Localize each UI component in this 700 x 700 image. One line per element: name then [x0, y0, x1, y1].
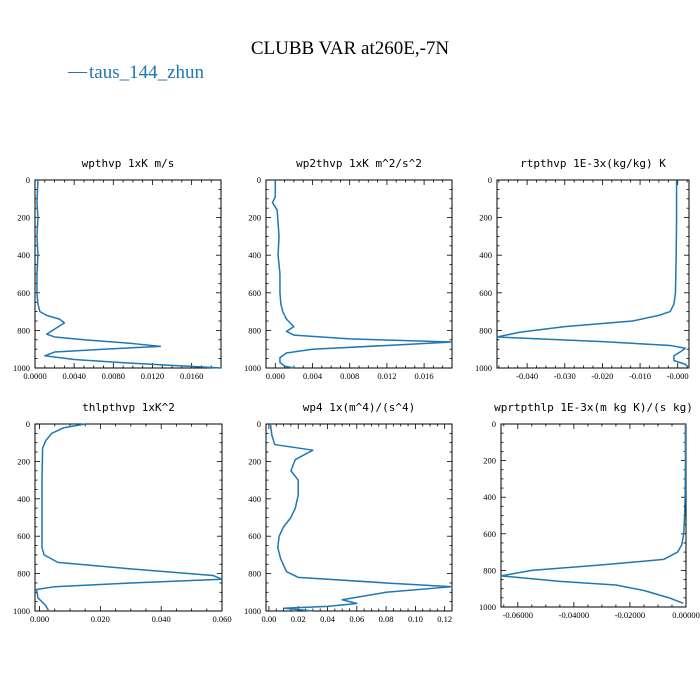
x-tick-label: 0.004 [303, 371, 323, 381]
y-tick-label: 200 [17, 213, 30, 223]
x-tick-label: -0.020 [591, 371, 613, 381]
y-tick-label: 1000 [479, 602, 496, 612]
panel-6: wprtpthlp 1E-3x(m kg K)/(s kg) -0.06000 -0… [479, 401, 700, 620]
panel-title: thlpthvp 1xK^2 [82, 401, 175, 414]
y-tick-label: 800 [483, 565, 496, 575]
y-tick-label: 200 [483, 456, 496, 466]
panel-1: wpthvp 1xK m/s 0.0000 0.0040 0.0080 0.0120 0.… [13, 157, 222, 381]
panel-grid: wpthvp 1xK m/s0.0000 0.0040 0.0080 0.0120 0.… [13, 157, 700, 624]
y-tick-label: 200 [248, 456, 261, 466]
y-tick-label: 800 [17, 325, 30, 335]
y-tick-label: 400 [17, 250, 30, 260]
figure-title: CLUBB VAR at260E,-7N [251, 38, 450, 59]
y-tick-label: 1000 [13, 606, 30, 616]
panel-3: rtpthvp 1E-3x(kg/kg) K -0.040 -0.030 -0.020… [475, 157, 690, 381]
x-tick-label: 0.02 [291, 614, 306, 624]
x-tick-label: 0.000 [266, 371, 285, 381]
legend: — taus_144_zhun [67, 61, 205, 83]
y-tick-label: 400 [248, 250, 261, 260]
plot-frame [265, 423, 453, 612]
legend-entry-label: taus_144_zhun [89, 62, 205, 83]
x-tick-label: 0.00000 [672, 610, 700, 620]
plot-frame [34, 179, 222, 369]
y-tick-label: 400 [248, 494, 261, 504]
y-tick-label: 1000 [244, 363, 261, 373]
y-tick-label: 400 [479, 250, 492, 260]
y-tick-label: 400 [483, 492, 496, 502]
x-tick-label: 0.012 [377, 371, 396, 381]
y-tick-label: 600 [248, 531, 261, 541]
x-tick-label: 0.00 [261, 614, 276, 624]
x-tick-label: 0.008 [340, 371, 359, 381]
y-tick-label: 0 [488, 175, 492, 185]
x-tick-label: 0.040 [152, 614, 171, 624]
x-tick-label: 0.020 [91, 614, 110, 624]
series-line [500, 424, 687, 605]
x-tick-label: -0.010 [629, 371, 651, 381]
x-tick-label: -0.06000 [503, 610, 533, 620]
x-tick-label: 0.016 [415, 371, 434, 381]
y-tick-label: 0 [257, 175, 261, 185]
x-tick-label: 0.0160 [180, 371, 203, 381]
x-tick-label: 0.06 [349, 614, 364, 624]
panel-title: wp2thvp 1xK m^2/s^2 [296, 157, 422, 170]
series-line [36, 179, 222, 369]
x-tick-label: 0.04 [320, 614, 336, 624]
x-tick-label: 0.0080 [102, 371, 125, 381]
x-tick-label: -0.02000 [615, 610, 645, 620]
y-tick-label: 0 [257, 419, 261, 429]
series-line [35, 423, 223, 612]
y-tick-label: 600 [483, 529, 496, 539]
y-tick-label: 1000 [475, 363, 492, 373]
plot-frame [500, 423, 687, 608]
x-tick-label: -0.030 [554, 371, 576, 381]
y-tick-label: 600 [17, 531, 30, 541]
x-tick-label: 0.0000 [23, 371, 46, 381]
y-tick-label: 200 [17, 456, 30, 466]
y-tick-label: 800 [248, 325, 261, 335]
y-tick-label: 200 [248, 213, 261, 223]
x-tick-label: 0.060 [212, 614, 231, 624]
y-tick-label: 0 [492, 419, 496, 429]
legend-entry-marker: — [67, 61, 88, 82]
panel-title: rtpthvp 1E-3x(kg/kg) K [520, 157, 666, 170]
panel-title: wp4 1x(m^4)/(s^4) [303, 401, 416, 414]
panel-title: wprtpthlp 1E-3x(m kg K)/(s kg) [494, 401, 693, 414]
x-tick-label: -0.04000 [559, 610, 589, 620]
x-tick-label: 0.0040 [62, 371, 85, 381]
x-tick-label: 0.000 [30, 614, 49, 624]
y-tick-label: 1000 [13, 363, 30, 373]
x-tick-label: 0.0120 [141, 371, 164, 381]
y-tick-label: 0 [26, 175, 30, 185]
y-tick-label: 600 [479, 288, 492, 298]
y-tick-label: 800 [479, 325, 492, 335]
x-tick-label: 0.08 [379, 614, 394, 624]
y-tick-label: 600 [17, 288, 30, 298]
y-tick-label: 400 [17, 494, 30, 504]
y-tick-label: 800 [248, 569, 261, 579]
y-tick-label: 200 [479, 213, 492, 223]
y-tick-label: 0 [26, 419, 30, 429]
panel-5: wp4 1x(m^4)/(s^4) 0.00 0.02 0.04 0.06 0.08 0.1… [244, 401, 453, 624]
x-tick-label: 0.12 [437, 614, 452, 624]
series-line [496, 180, 690, 369]
plot-frame [496, 179, 690, 369]
series-line [269, 423, 453, 612]
series-line [271, 180, 453, 369]
x-tick-label: -0.000 [667, 371, 689, 381]
y-tick-label: 800 [17, 569, 30, 579]
panel-4: thlpthvp 1xK^2 0.000 0.020 0.040 0.060 0 200 40… [13, 401, 232, 624]
x-tick-label: 0.10 [408, 614, 423, 624]
x-tick-label: -0.040 [516, 371, 538, 381]
panel-2: wp2thvp 1xK m^2/s^2 0.000 0.004 0.008 0.012 0… [244, 157, 453, 381]
y-tick-label: 600 [248, 288, 261, 298]
panel-title: wpthvp 1xK m/s [82, 157, 175, 170]
y-tick-label: 1000 [244, 606, 261, 616]
